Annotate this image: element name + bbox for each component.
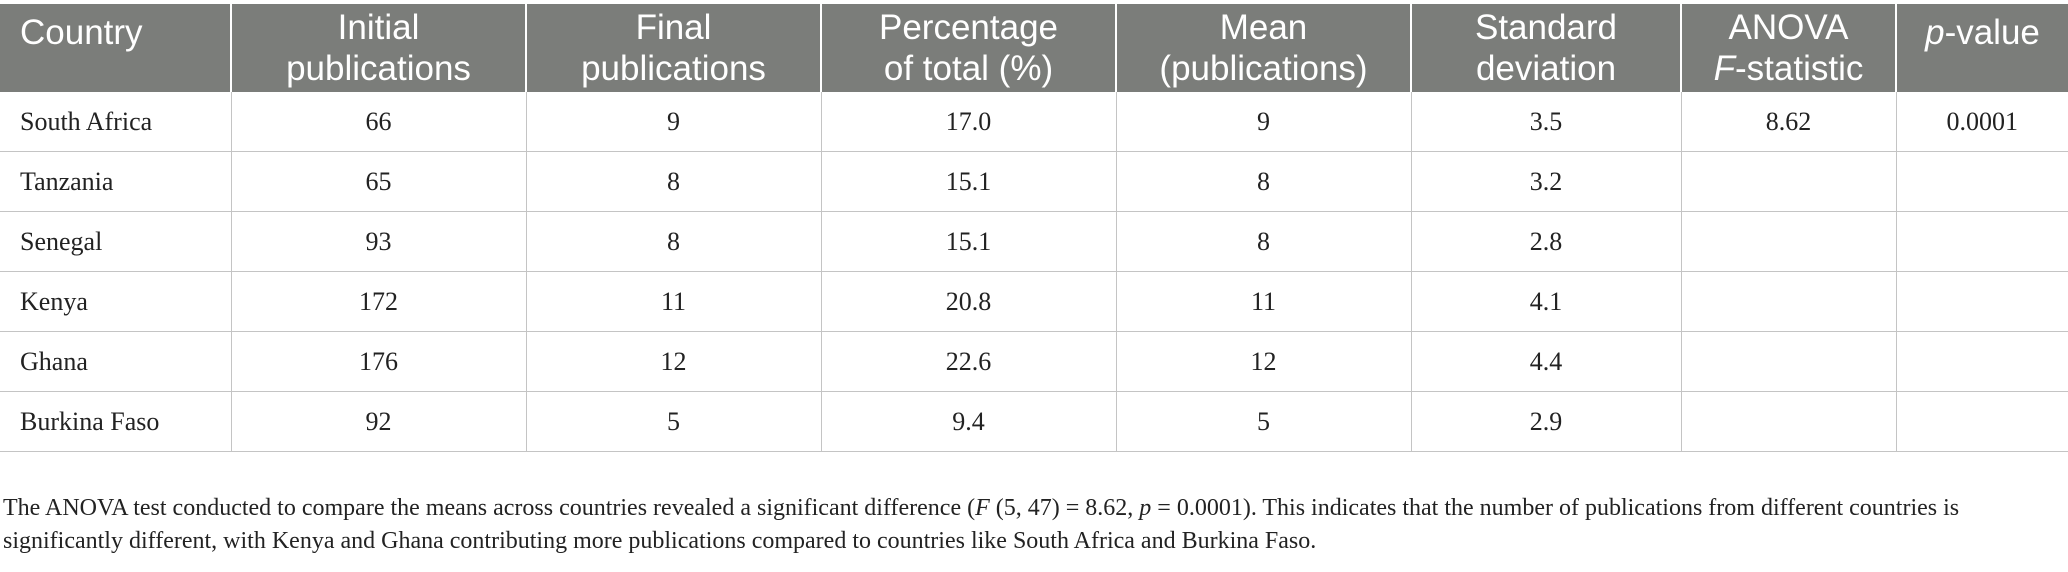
footnote-part3: = 0.0001). This indicates that the numbe…	[3, 495, 1960, 554]
footnote-part1: The ANOVA test conducted to compare the …	[3, 495, 976, 521]
cell-country: Kenya	[0, 271, 232, 332]
cell-percentage: 9.4	[820, 391, 1117, 452]
header-standard-deviation: Standard deviation	[1410, 4, 1682, 92]
cell-final: 8	[525, 151, 822, 212]
cell-mean: 12	[1115, 331, 1412, 392]
cell-initial: 172	[230, 271, 527, 332]
cell-final: 8	[525, 211, 822, 272]
header-final-publications: Final publications	[525, 4, 822, 92]
header-row: Country Initial publications Final publica…	[0, 4, 2068, 92]
header-sd-line1: Standard	[1474, 8, 1618, 47]
cell-final: 11	[525, 271, 822, 332]
header-country-text: Country	[20, 13, 143, 52]
cell-percentage: 22.6	[820, 331, 1117, 392]
publications-table-container: Country Initial publications Final publica…	[0, 4, 2068, 452]
cell-country: Burkina Faso	[0, 391, 232, 452]
cell-initial: 93	[230, 211, 527, 272]
cell-final: 5	[525, 391, 822, 452]
header-percentage-line2: of total (%)	[883, 49, 1054, 88]
table-row: South Africa 66 9 17.0 9 3.5 8.62 0.0001	[0, 92, 2068, 152]
footnote-part2: (5, 47) = 8.62,	[989, 495, 1140, 521]
cell-p-value	[1895, 211, 2068, 272]
header-mean-line1: Mean	[1219, 8, 1308, 47]
cell-mean: 9	[1115, 92, 1412, 152]
cell-p-value	[1895, 391, 2068, 452]
table-footnote: The ANOVA test conducted to compare the …	[3, 492, 2063, 558]
cell-p-value: 0.0001	[1895, 92, 2068, 152]
cell-sd: 2.9	[1410, 391, 1682, 452]
header-p-symbol: p	[1925, 13, 1945, 52]
cell-final: 12	[525, 331, 822, 392]
cell-country: Senegal	[0, 211, 232, 272]
header-final-line2: publications	[581, 49, 766, 88]
cell-country: South Africa	[0, 92, 232, 152]
cell-initial: 92	[230, 391, 527, 452]
header-country: Country	[0, 4, 232, 92]
header-initial-line2: publications	[286, 49, 471, 88]
cell-p-value	[1895, 331, 2068, 392]
header-mean: Mean (publications)	[1115, 4, 1412, 92]
cell-mean: 11	[1115, 271, 1412, 332]
cell-p-value	[1895, 151, 2068, 212]
footnote-p-symbol: p	[1139, 495, 1152, 521]
cell-country: Ghana	[0, 331, 232, 392]
cell-mean: 5	[1115, 391, 1412, 452]
cell-f-statistic	[1680, 391, 1897, 452]
cell-f-statistic	[1680, 331, 1897, 392]
header-anova-line1: ANOVA	[1728, 8, 1849, 47]
cell-percentage: 15.1	[820, 211, 1117, 272]
header-anova-f-symbol: F	[1713, 49, 1736, 88]
table-row: Kenya 172 11 20.8 11 4.1	[0, 271, 2068, 332]
header-anova: ANOVA F-statistic	[1680, 4, 1897, 92]
cell-sd: 4.4	[1410, 331, 1682, 392]
cell-percentage: 15.1	[820, 151, 1117, 212]
cell-initial: 176	[230, 331, 527, 392]
table-row: Ghana 176 12 22.6 12 4.4	[0, 331, 2068, 392]
cell-sd: 4.1	[1410, 271, 1682, 332]
cell-mean: 8	[1115, 151, 1412, 212]
cell-f-statistic: 8.62	[1680, 92, 1897, 152]
header-initial-line1: Initial	[337, 8, 420, 47]
table-header: Country Initial publications Final publica…	[0, 4, 2068, 92]
header-percentage-line1: Percentage	[878, 8, 1059, 47]
header-initial-publications: Initial publications	[230, 4, 527, 92]
table-row: Burkina Faso 92 5 9.4 5 2.9	[0, 391, 2068, 452]
header-anova-line2: -statistic	[1735, 49, 1864, 88]
table-row: Tanzania 65 8 15.1 8 3.2	[0, 151, 2068, 212]
footnote-f-symbol: F	[975, 495, 990, 521]
header-percentage: Percentage of total (%)	[820, 4, 1117, 92]
cell-initial: 65	[230, 151, 527, 212]
publications-table: Country Initial publications Final publica…	[0, 4, 2068, 452]
cell-f-statistic	[1680, 271, 1897, 332]
cell-mean: 8	[1115, 211, 1412, 272]
table-row: Senegal 93 8 15.1 8 2.8	[0, 211, 2068, 272]
header-mean-line2: (publications)	[1159, 49, 1368, 88]
cell-percentage: 20.8	[820, 271, 1117, 332]
cell-final: 9	[525, 92, 822, 152]
header-p-value: p-value	[1895, 4, 2068, 92]
cell-p-value	[1895, 271, 2068, 332]
header-final-line1: Final	[635, 8, 712, 47]
header-p-value-text: -value	[1944, 13, 2040, 52]
cell-sd: 3.5	[1410, 92, 1682, 152]
table-body: South Africa 66 9 17.0 9 3.5 8.62 0.0001…	[0, 92, 2068, 452]
cell-f-statistic	[1680, 211, 1897, 272]
cell-sd: 2.8	[1410, 211, 1682, 272]
cell-country: Tanzania	[0, 151, 232, 212]
header-sd-line2: deviation	[1475, 49, 1617, 88]
cell-f-statistic	[1680, 151, 1897, 212]
cell-percentage: 17.0	[820, 92, 1117, 152]
cell-initial: 66	[230, 92, 527, 152]
cell-sd: 3.2	[1410, 151, 1682, 212]
